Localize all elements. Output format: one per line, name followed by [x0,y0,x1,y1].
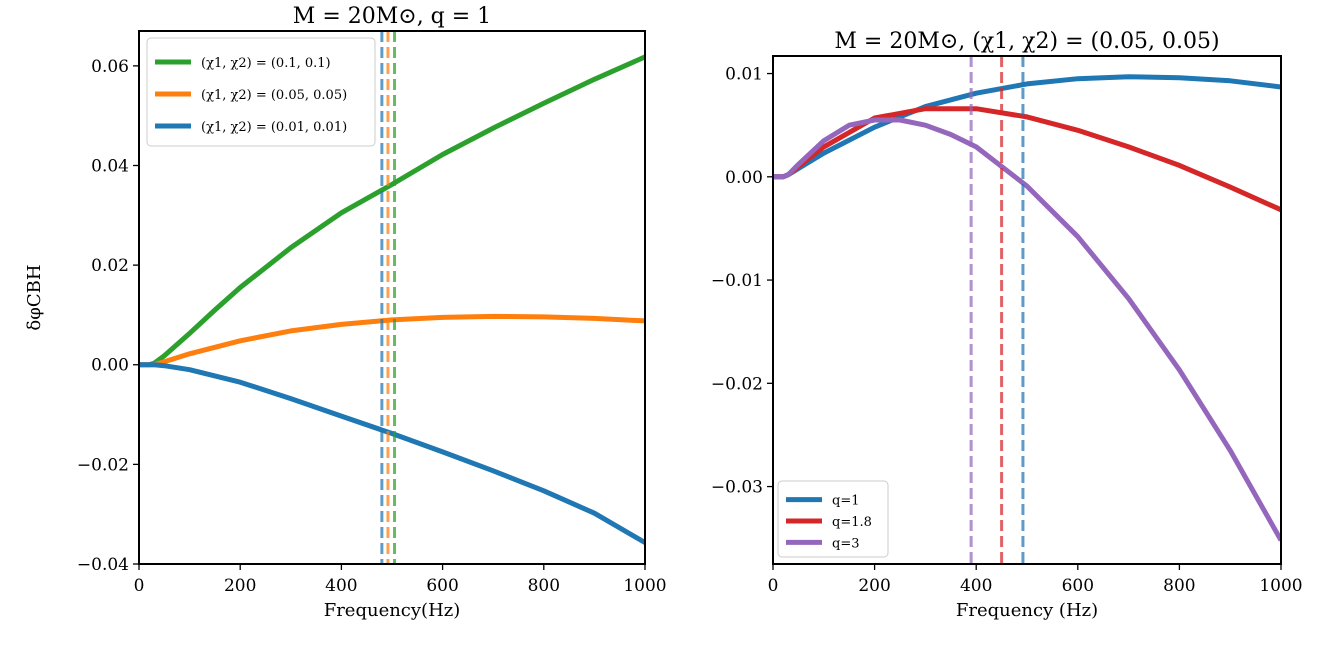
left-chart-panel: 0 200 400 600 800 1000 −0.04 −0.02 0.00 0.02 0.04 0… [24,4,667,621]
x-tick-label: 800 [528,576,560,596]
y-tick-label: −0.02 [77,455,129,475]
series-line-0 [139,54,645,368]
legend: (χ1, χ2) = (0.1, 0.1) (χ1, χ2) = (0.05, 0… [146,37,376,147]
right-chart-panel: 0 200 400 600 800 1000 −0.03 −0.02 −0.01 0.00 0.01… [711,29,1303,621]
x-tick-label: 600 [1062,576,1094,596]
y-axis-label: δφCBH [24,264,45,330]
legend-entry: (χ1, χ2) = (0.01, 0.01) [201,120,347,135]
x-axis-label: Frequency(Hz) [324,600,461,621]
legend-entry: q=1 [832,494,860,509]
x-tick-label: 400 [325,576,357,596]
axes-frame [138,30,646,565]
x-tick-label: 0 [134,576,145,596]
legend-box [146,37,376,147]
series-line-1 [139,313,645,368]
x-tick-label: 200 [858,576,890,596]
axes-frame [772,55,1282,565]
y-tick-label: 0.06 [91,57,129,77]
y-tick-label: 0.00 [91,356,129,376]
series-line-2 [139,362,645,545]
y-tick-label: 0.00 [725,168,763,188]
x-tick-label: 0 [768,576,779,596]
y-tick-label: −0.03 [711,478,763,498]
series-line-2 [773,117,1281,542]
legend-entry: q=3 [832,536,860,551]
legend-entry: q=1.8 [832,515,872,530]
x-tick-label: 600 [426,576,458,596]
legend-entry: (χ1, χ2) = (0.1, 0.1) [201,56,331,71]
x-tick-label: 1000 [1259,576,1302,596]
legend-entry: (χ1, χ2) = (0.05, 0.05) [201,88,347,103]
x-tick-label: 200 [224,576,256,596]
y-tick-label: 0.04 [91,156,129,176]
chart-title: M = 20M⊙, q = 1 [293,4,491,29]
x-axis-label: Frequency (Hz) [956,600,1098,621]
plot-area [139,31,645,564]
plot-area [773,56,1281,564]
x-tick-label: 1000 [623,576,666,596]
y-tick-label: 0.02 [91,256,129,276]
y-tick-label: 0.01 [725,65,763,85]
y-tick-label: −0.02 [711,374,763,394]
x-tick-label: 400 [960,576,992,596]
y-tick-label: −0.01 [711,271,763,291]
legend: q=1 q=1.8 q=3 [777,480,889,558]
chart-title: M = 20M⊙, (χ1, χ2) = (0.05, 0.05) [834,29,1219,54]
x-tick-label: 800 [1163,576,1195,596]
y-tick-label: −0.04 [77,555,129,575]
